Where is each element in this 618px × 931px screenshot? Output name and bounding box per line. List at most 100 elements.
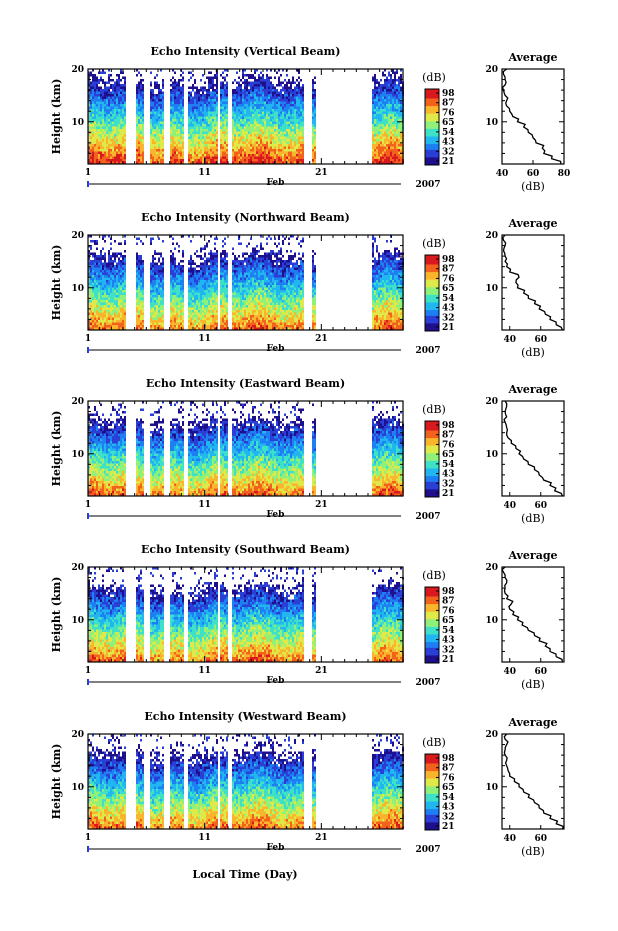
- colorbar-label: (dB): [422, 237, 446, 250]
- avg-y-tick-label: 10: [485, 783, 498, 793]
- colorbar-tick: 65: [442, 450, 455, 460]
- colorbar-tick: 76: [442, 440, 455, 450]
- plot-frame: [87, 733, 404, 830]
- heatmap: [88, 567, 404, 662]
- x-tick-label: 11: [198, 334, 211, 344]
- average-title: Average: [507, 716, 557, 729]
- y-tick-label: 10: [71, 783, 84, 793]
- y-tick-label: 10: [71, 284, 84, 294]
- panel-title: Echo Intensity (Eastward Beam): [146, 377, 345, 390]
- avg-x-tick-label: 60: [534, 335, 547, 345]
- x-month-label: Feb: [267, 344, 285, 354]
- colorbar-label: (dB): [422, 736, 446, 749]
- colorbar-label: (dB): [422, 403, 446, 416]
- average-line: [501, 566, 564, 663]
- panel-title: Echo Intensity (Southward Beam): [141, 543, 350, 556]
- plot-frame: [87, 234, 404, 331]
- x-month-label: Feb: [267, 510, 285, 520]
- colorbar-tick: 65: [442, 284, 455, 294]
- avg-y-tick-label: 10: [485, 450, 498, 460]
- x-tick-label: 21: [315, 334, 328, 344]
- avg-x-axis-label: (dB): [521, 512, 545, 525]
- colorbar-tick: 32: [442, 812, 455, 822]
- colorbar-tick: 87: [442, 99, 455, 109]
- avg-y-tick-label: 10: [485, 284, 498, 294]
- avg-x-tick-label: 40: [503, 667, 516, 677]
- colorbar-tick: 76: [442, 274, 455, 284]
- colorbar-tick: 98: [442, 89, 455, 99]
- x-tick-label: 1: [85, 666, 91, 676]
- y-tick-label: 20: [71, 65, 84, 75]
- colorbar-tick: 21: [442, 157, 455, 167]
- chart-panel-3: Echo Intensity (Eastward Beam) 20 10 Height…: [50, 377, 565, 525]
- colorbar-tick: 54: [442, 294, 455, 304]
- x-tick-label: 1: [85, 334, 91, 344]
- avg-x-tick-label: 60: [534, 667, 547, 677]
- x-month-label: Feb: [267, 178, 285, 188]
- colorbar-tick: 54: [442, 626, 455, 636]
- colorbar-tick: 32: [442, 479, 455, 489]
- colorbar-tick: 87: [442, 265, 455, 275]
- colorbar-tick: 87: [442, 597, 455, 607]
- avg-x-tick-label: 80: [558, 169, 571, 179]
- avg-y-tick-label: 20: [485, 730, 498, 740]
- avg-y-tick-label: 20: [485, 65, 498, 75]
- avg-y-tick-label: 20: [485, 397, 498, 407]
- chart-panel-5: Echo Intensity (Westward Beam) 20 10 Height…: [50, 710, 565, 858]
- y-tick-label: 20: [71, 397, 84, 407]
- avg-x-tick-label: 40: [503, 335, 516, 345]
- avg-x-tick-label: 60: [534, 834, 547, 844]
- average-profile: Average 20 10 40 60(dB): [485, 217, 565, 359]
- plot-frame: [87, 400, 404, 497]
- average-title: Average: [507, 51, 557, 64]
- colorbar-tick: 43: [442, 803, 455, 813]
- average-title: Average: [507, 383, 557, 396]
- chart-panel-4: Echo Intensity (Southward Beam) 20 10 Heigh…: [50, 543, 565, 691]
- avg-x-axis-label: (dB): [521, 845, 545, 858]
- colorbar-tick: 32: [442, 313, 455, 323]
- avg-x-tick-label: 60: [527, 169, 540, 179]
- x-month-label: Feb: [267, 843, 285, 853]
- colorbar-label: (dB): [422, 71, 446, 84]
- colorbar-tick: 98: [442, 587, 455, 597]
- colorbar-label: (dB): [422, 569, 446, 582]
- x-axis-label: Local Time (Day): [192, 868, 297, 881]
- y-axis-label: Height (km): [50, 744, 63, 820]
- panel-title: Echo Intensity (Westward Beam): [144, 710, 346, 723]
- y-tick-label: 10: [71, 118, 84, 128]
- colorbar-tick: 98: [442, 754, 455, 764]
- y-tick-label: 10: [71, 616, 84, 626]
- y-axis-label: Height (km): [50, 411, 63, 487]
- y-axis-label: Height (km): [50, 79, 63, 155]
- avg-x-axis-label: (dB): [521, 346, 545, 359]
- colorbar-tick: 21: [442, 655, 455, 665]
- x-tick-label: 1: [85, 168, 91, 178]
- x-year-label: 2007: [415, 346, 440, 356]
- colorbar-tick: 76: [442, 606, 455, 616]
- heatmap: [88, 734, 404, 829]
- avg-x-axis-label: (dB): [521, 678, 545, 691]
- x-tick-label: 21: [315, 833, 328, 843]
- panel-title: Echo Intensity (Northward Beam): [141, 211, 350, 224]
- x-tick-label: 11: [198, 666, 211, 676]
- colorbar-tick: 43: [442, 304, 455, 314]
- x-tick-label: 11: [198, 833, 211, 843]
- avg-y-tick-label: 10: [485, 118, 498, 128]
- colorbar-tick: 32: [442, 147, 455, 157]
- colorbar-tick: 76: [442, 108, 455, 118]
- colorbar-tick: 21: [442, 822, 455, 832]
- chart-panel-2: Echo Intensity (Northward Beam) 20 10 Heigh…: [50, 211, 565, 359]
- plot-frame: [87, 68, 404, 165]
- avg-y-tick-label: 20: [485, 563, 498, 573]
- colorbar-tick: 65: [442, 783, 455, 793]
- chart-panel-1: Echo Intensity (Vertical Beam) 20 10 Height…: [50, 45, 570, 193]
- x-tick-label: 1: [85, 833, 91, 843]
- average-title: Average: [507, 549, 557, 562]
- colorbar-tick: 65: [442, 118, 455, 128]
- average-line: [503, 400, 564, 497]
